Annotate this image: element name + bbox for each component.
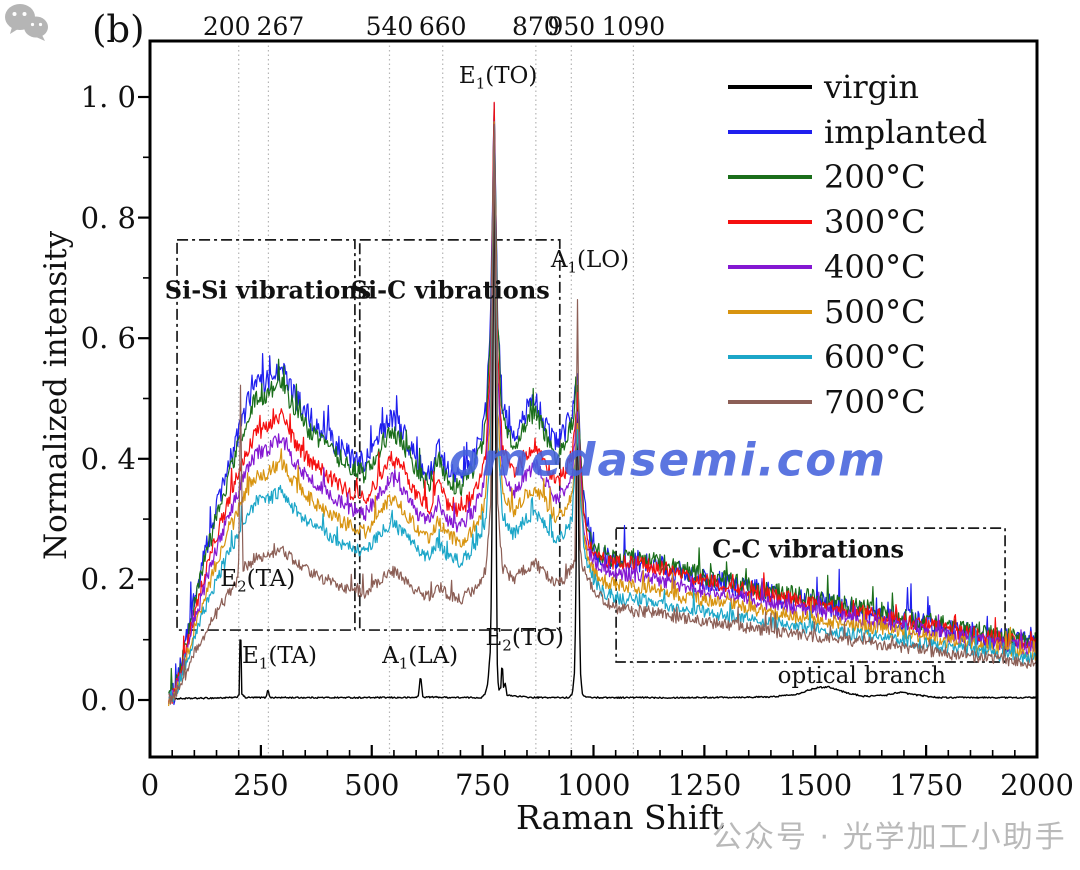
legend-line — [728, 129, 812, 134]
y-tick-label: 0. 6 — [80, 321, 136, 356]
y-tick-label: 1. 0 — [80, 80, 136, 114]
wechat-icon — [5, 4, 48, 41]
y-tick-label: 0. 0 — [80, 683, 136, 717]
legend-label: 500°C — [824, 292, 926, 331]
region-box-label: Si-Si vibrations — [164, 275, 372, 305]
top-tick-label: 950 — [547, 12, 596, 41]
x-tick-label: 2000 — [1000, 768, 1074, 802]
legend-line — [728, 174, 812, 179]
series-600C — [168, 126, 1037, 703]
top-tick-label: 660 — [418, 12, 467, 41]
peak-label: A1(LA) — [382, 642, 459, 673]
region-box-label: C-C vibrations — [712, 534, 905, 564]
top-tick-label: 1090 — [601, 12, 666, 41]
y-tick-label: 0. 8 — [80, 200, 136, 235]
legend-label: 300°C — [824, 202, 926, 241]
legend-label: 600°C — [824, 337, 926, 376]
legend-line — [728, 219, 812, 224]
peak-label: E1(TA) — [242, 642, 317, 673]
legend-label: 400°C — [824, 247, 926, 286]
bottom-watermark: 公众号 · 光学加工小助手 — [712, 820, 1067, 855]
peak-label: optical branch — [777, 663, 946, 690]
series-700C — [168, 123, 1037, 705]
legend-item-300c: 300°C — [728, 199, 987, 244]
series-300C — [168, 101, 1037, 705]
panel-label: (b) — [92, 8, 145, 51]
x-axis-title: Raman Shift — [516, 798, 724, 837]
legend-item-500c: 500°C — [728, 289, 987, 334]
legend-line — [728, 84, 812, 89]
center-watermark: omedasemi.com — [448, 433, 888, 487]
x-tick-label: 0 — [140, 768, 160, 802]
legend-label: virgin — [824, 67, 919, 106]
region-box — [176, 239, 356, 631]
legend-label: 200°C — [824, 157, 926, 196]
x-tick-label: 1250 — [667, 768, 742, 802]
x-tick-label: 500 — [344, 768, 400, 802]
top-tick-label: 200 — [202, 12, 251, 41]
region-box-label: Si-C vibrations — [350, 275, 550, 305]
x-tick-label: 250 — [233, 768, 289, 802]
series-500C — [168, 121, 1037, 707]
x-tick-label: 1750 — [889, 768, 964, 802]
legend-item-700c: 700°C — [728, 379, 987, 424]
series-200C — [168, 108, 1037, 701]
top-tick-label: 540 — [365, 12, 414, 41]
legend-item-200c: 200°C — [728, 154, 987, 199]
legend-line — [728, 354, 812, 359]
region-box — [358, 239, 561, 631]
legend-label: implanted — [824, 112, 988, 151]
x-tick-label: 1500 — [778, 768, 853, 802]
top-tick-label: 267 — [256, 12, 305, 41]
legend-line — [728, 309, 812, 314]
legend-line — [728, 399, 812, 404]
legend: virgin implanted 200°C 300°C 400°C 500°C 600°C… — [728, 64, 987, 424]
y-axis-title: Normalized intensity — [38, 230, 74, 560]
legend-item-implanted: implanted — [728, 109, 987, 154]
peak-label: E2(TA) — [220, 566, 296, 596]
series-virgin — [169, 194, 1037, 701]
legend-label: 700°C — [824, 382, 926, 421]
top-tick-label: 870 — [511, 12, 560, 41]
legend-line — [728, 264, 812, 269]
peak-label: E2(TO) — [485, 624, 565, 655]
x-tick-label: 750 — [454, 768, 511, 802]
x-tick-label: 1000 — [556, 768, 631, 802]
y-tick-label: 0. 4 — [80, 441, 136, 476]
peak-label: A1(LO) — [550, 246, 630, 277]
y-tick-label: 0. 2 — [80, 562, 136, 597]
legend-item-600c: 600°C — [728, 334, 987, 379]
legend-item-400c: 400°C — [728, 244, 987, 289]
legend-item-virgin: virgin — [728, 64, 987, 109]
peak-label: E1(TO) — [458, 62, 538, 93]
